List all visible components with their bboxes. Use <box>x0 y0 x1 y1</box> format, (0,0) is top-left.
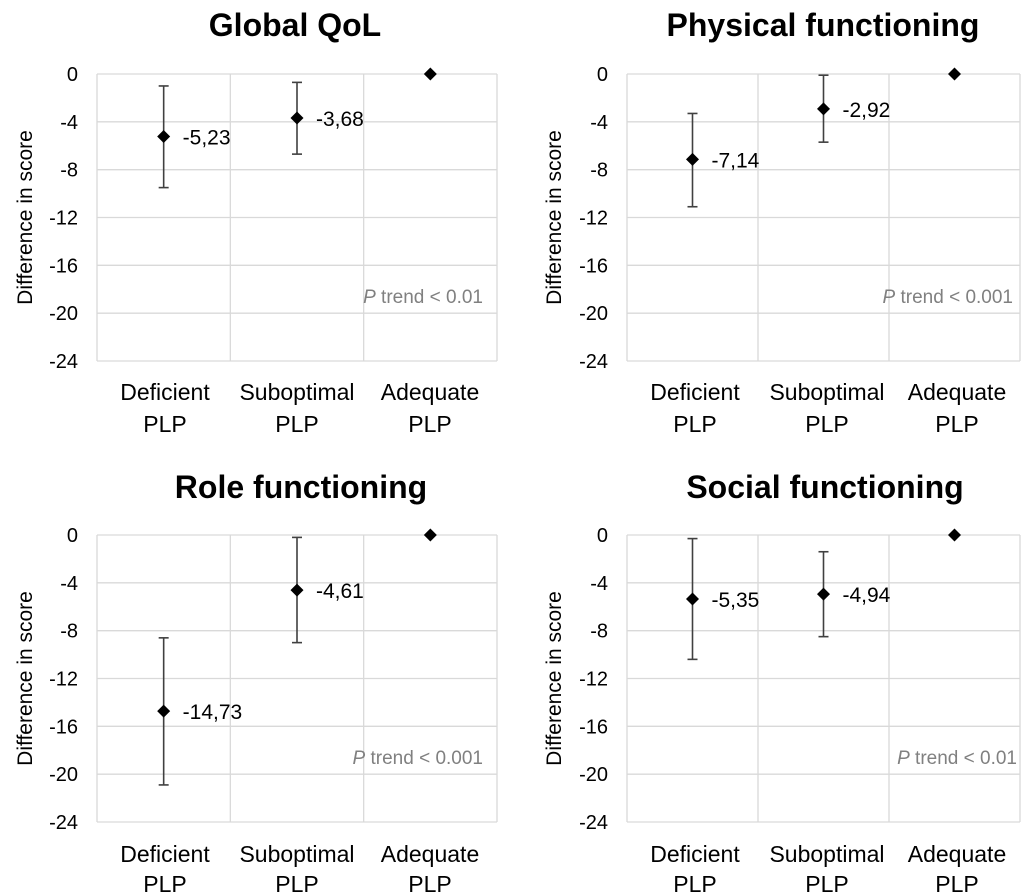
x-category-label: PLP <box>673 411 716 437</box>
y-tick-label: -8 <box>590 621 608 643</box>
chart-title: Social functioning <box>686 469 963 505</box>
data-label: -3,68 <box>316 108 364 131</box>
data-point-marker <box>817 102 830 116</box>
y-tick-label: -4 <box>590 573 608 595</box>
y-tick-label: -16 <box>579 255 608 277</box>
data-point-marker <box>686 152 699 166</box>
y-tick-label: -20 <box>49 764 78 786</box>
x-category-label: Suboptimal <box>239 379 354 405</box>
p-trend-annotation: P trend < 0.01 <box>363 287 483 308</box>
y-tick-label: -4 <box>590 112 608 134</box>
data-label: -5,35 <box>712 589 760 612</box>
p-trend-annotation: P trend < 0.001 <box>883 287 1013 308</box>
chart-title: Physical functioning <box>667 7 980 43</box>
x-category-label: Adequate <box>908 379 1006 405</box>
y-tick-label: -4 <box>60 573 78 595</box>
y-tick-label: -20 <box>579 303 608 325</box>
y-axis-label: Difference in score <box>14 591 37 766</box>
chart-panel-2: Physical functioning 0 -4 -8 -12 -16 -20 -24 Dif… <box>543 7 1021 437</box>
data-point-marker <box>948 67 961 81</box>
x-category-label: PLP <box>143 411 186 437</box>
x-category-label: Deficient <box>650 379 740 405</box>
y-tick-label: -4 <box>60 112 78 134</box>
y-tick-label: -20 <box>49 303 78 325</box>
y-tick-label: -8 <box>60 160 78 182</box>
y-axis-label: Difference in score <box>543 130 566 305</box>
data-point-marker <box>423 528 437 542</box>
y-tick-label: -8 <box>590 160 608 182</box>
x-category-label: PLP <box>805 871 848 895</box>
x-category-label: Deficient <box>120 841 210 867</box>
p-trend-annotation: P trend < 0.001 <box>353 748 483 769</box>
data-point-marker <box>157 704 171 718</box>
x-category-label: Adequate <box>381 379 479 405</box>
y-axis-label: Difference in score <box>543 591 566 766</box>
x-category-label: PLP <box>935 871 978 895</box>
x-category-label: Deficient <box>120 379 210 405</box>
x-category-label: PLP <box>408 871 451 895</box>
y-tick-label: -12 <box>579 208 608 230</box>
chart-title: Role functioning <box>175 469 427 505</box>
x-category-label: PLP <box>805 411 848 437</box>
chart-panel-1: Global QoL 0 -4 -8 -12 -16 -20 -24 Difference in… <box>14 7 498 437</box>
y-tick-label: -8 <box>60 621 78 643</box>
x-category-label: PLP <box>275 871 318 895</box>
y-tick-label: 0 <box>67 525 78 547</box>
x-category-label: PLP <box>143 871 186 895</box>
data-point-marker <box>948 528 961 542</box>
x-category-label: PLP <box>275 411 318 437</box>
y-tick-label: -12 <box>49 208 78 230</box>
x-category-label: Deficient <box>650 841 740 867</box>
y-axis-label: Difference in score <box>14 130 37 305</box>
data-point-marker <box>157 130 171 144</box>
chart-panel-4: Social functioning 0 -4 -8 -12 -16 -20 -24 Diffe… <box>543 469 1021 895</box>
y-tick-label: -12 <box>49 669 78 691</box>
data-label: -4,94 <box>843 584 891 607</box>
data-point-marker <box>423 67 437 81</box>
y-tick-label: -24 <box>49 351 78 373</box>
data-label: -4,61 <box>316 580 364 603</box>
data-label: -5,23 <box>183 127 231 150</box>
y-tick-label: -12 <box>579 669 608 691</box>
y-tick-label: -24 <box>579 351 608 373</box>
y-tick-label: -16 <box>49 255 78 277</box>
y-tick-label: -20 <box>579 764 608 786</box>
x-category-label: Adequate <box>908 841 1006 867</box>
y-tick-label: 0 <box>67 64 78 86</box>
y-tick-label: 0 <box>597 525 608 547</box>
x-category-label: PLP <box>935 411 978 437</box>
y-tick-label: -16 <box>49 716 78 738</box>
x-category-label: Suboptimal <box>769 379 884 405</box>
y-tick-label: -16 <box>579 716 608 738</box>
y-tick-label: 0 <box>597 64 608 86</box>
data-point-marker <box>817 587 830 601</box>
data-label: -2,92 <box>843 99 891 122</box>
chart-title: Global QoL <box>209 7 381 43</box>
data-label: -14,73 <box>183 701 243 724</box>
y-tick-label: -24 <box>49 812 78 834</box>
x-category-label: Adequate <box>381 841 479 867</box>
chart-panel-3: Role functioning 0 -4 -8 -12 -16 -20 -24 Differe… <box>14 469 498 895</box>
x-category-label: PLP <box>408 411 451 437</box>
data-point-marker <box>686 592 699 606</box>
data-point-marker <box>290 583 304 597</box>
p-trend-annotation: P trend < 0.01 <box>897 748 1017 769</box>
x-category-label: Suboptimal <box>769 841 884 867</box>
x-category-label: PLP <box>673 871 716 895</box>
x-category-label: Suboptimal <box>239 841 354 867</box>
data-label: -7,14 <box>712 149 760 172</box>
data-point-marker <box>290 111 304 125</box>
y-tick-label: -24 <box>579 812 608 834</box>
